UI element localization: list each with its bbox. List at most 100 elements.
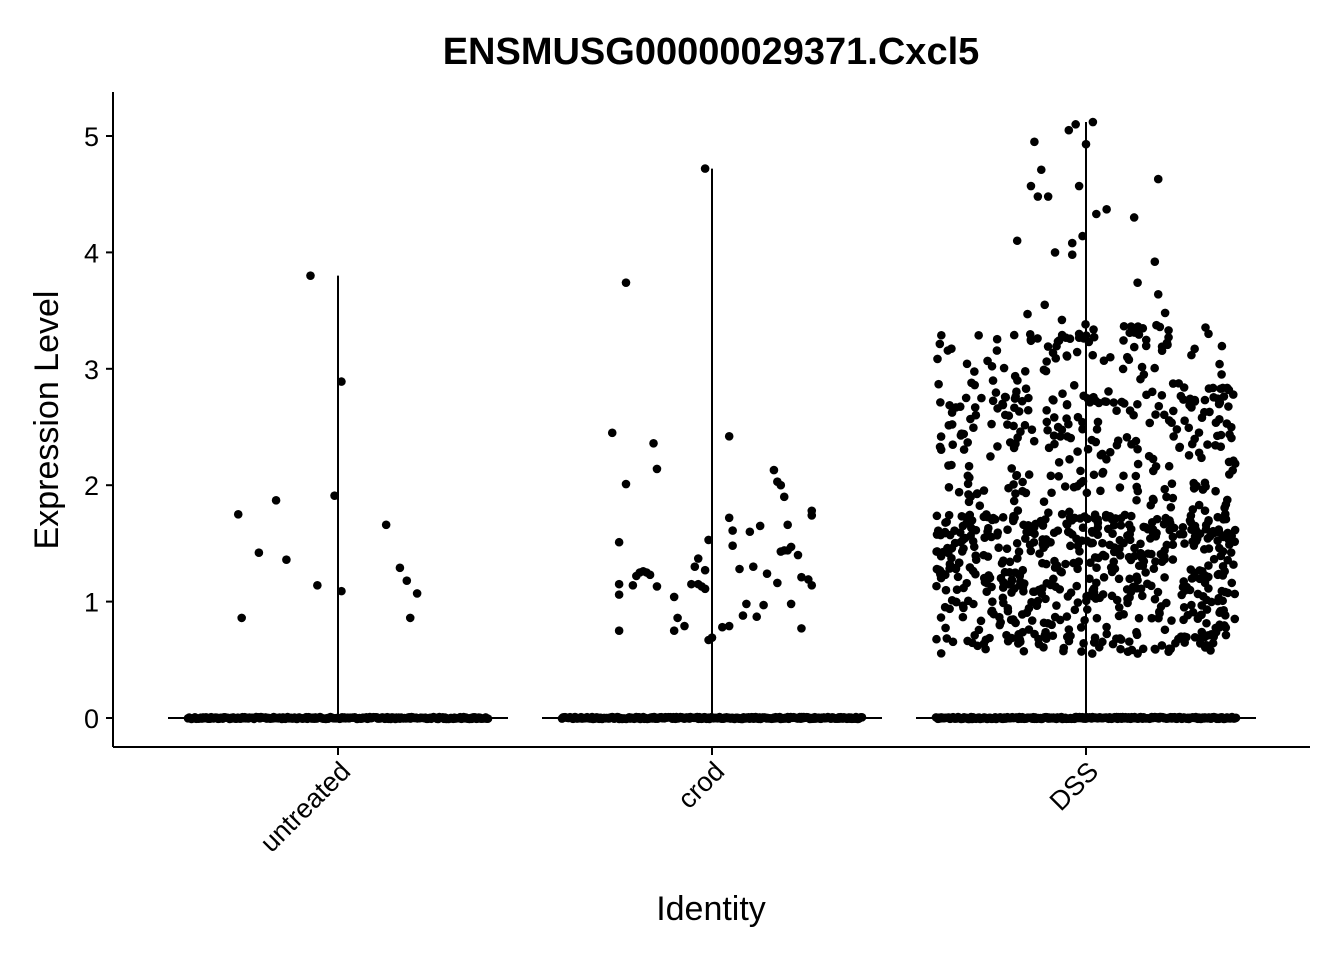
point-dss (1024, 393, 1033, 403)
point-dss (1109, 547, 1119, 557)
point-dss (1203, 440, 1212, 449)
point-dss (1126, 511, 1136, 521)
point-dss (981, 635, 991, 645)
point-dss (1117, 397, 1127, 407)
point-dss (1198, 485, 1208, 494)
point-dss (1112, 406, 1121, 416)
point-dss (1083, 444, 1093, 454)
point-dss (1148, 454, 1158, 464)
point-dss (1038, 539, 1048, 549)
point-dss (1166, 502, 1176, 512)
point-crod (755, 521, 765, 531)
point-dss (1069, 381, 1079, 390)
point-crod (673, 613, 682, 623)
point-dss (1188, 505, 1198, 514)
point-dss (944, 483, 954, 492)
point-dss (962, 359, 972, 369)
point-dss (1082, 488, 1092, 498)
point-crod (669, 626, 679, 635)
point-dss (947, 553, 956, 563)
point-dss (1020, 366, 1030, 376)
point-untreated (271, 496, 281, 505)
point-untreated (412, 589, 422, 598)
point-dss (1044, 443, 1054, 453)
point-dss (1021, 384, 1031, 394)
point-dss (1221, 623, 1231, 632)
point-dss (1177, 590, 1187, 600)
point-crod (700, 584, 710, 594)
point-dss (1126, 322, 1136, 331)
point-crod (614, 590, 624, 599)
point-dss (1050, 563, 1060, 572)
point-dss (1133, 278, 1142, 287)
point-dss (1075, 514, 1085, 523)
point-dss (934, 379, 943, 389)
point-dss (1119, 336, 1128, 345)
point-dss (1202, 641, 1211, 650)
point-dss (1133, 649, 1142, 658)
point-dss (1162, 598, 1171, 608)
point-dss (1016, 637, 1025, 647)
point-dss (1078, 424, 1087, 434)
point-dss (970, 367, 979, 376)
point-dss (1209, 554, 1219, 564)
point-dss (995, 620, 1005, 630)
point-dss (1160, 308, 1170, 318)
point-dss (1088, 350, 1098, 360)
point-dss (1065, 454, 1074, 464)
point-dss (1072, 581, 1082, 591)
point-dss (1004, 411, 1014, 421)
point-dss (1023, 405, 1033, 415)
point-dss (1060, 482, 1070, 491)
point-dss (958, 612, 968, 622)
point-dss (1150, 594, 1160, 604)
point-dss (1216, 430, 1226, 440)
point-dss (1183, 610, 1193, 620)
point-dss (1026, 181, 1036, 191)
point-dss (1132, 584, 1142, 593)
point-dss (1109, 520, 1119, 530)
point-dss (1150, 363, 1159, 373)
point-dss (941, 518, 950, 527)
point-crod (680, 621, 689, 631)
point-dss (1023, 309, 1032, 319)
point-dss (1154, 401, 1164, 411)
point-dss (1014, 407, 1024, 416)
point-dss (1224, 402, 1233, 411)
point-dss (1184, 450, 1194, 460)
point-dss (1119, 471, 1128, 481)
point-untreated (313, 581, 322, 590)
point-dss (1024, 625, 1034, 634)
point-dss (1214, 593, 1224, 603)
point-dss (1141, 568, 1150, 577)
point-crod (738, 611, 748, 620)
point-dss (1048, 631, 1058, 641)
point-dss (1009, 496, 1019, 506)
point-dss (1114, 574, 1124, 584)
point-crod (762, 569, 772, 578)
point-dss (947, 596, 957, 605)
point-dss (1141, 335, 1151, 345)
point-dss (1040, 300, 1050, 310)
point-dss (1073, 481, 1082, 491)
point-dss (1087, 435, 1097, 445)
point-crod (776, 480, 786, 490)
point-crod (621, 479, 631, 489)
point-dss (1081, 596, 1091, 606)
point-dss (1013, 554, 1022, 563)
point-dss (1197, 601, 1207, 610)
point-dss (1003, 525, 1012, 535)
point-dss (963, 438, 972, 447)
point-dss (1230, 525, 1240, 535)
point-dss (1098, 550, 1108, 560)
point-untreated (337, 586, 346, 596)
point-dss (948, 440, 958, 449)
point-dss (1043, 192, 1053, 201)
point-dss (1229, 560, 1238, 569)
point-dss (1012, 236, 1022, 246)
point-dss (1042, 578, 1052, 588)
point-untreated (306, 271, 315, 280)
point-dss (989, 609, 998, 619)
point-dss (1204, 544, 1214, 553)
point-dss (1005, 557, 1015, 567)
